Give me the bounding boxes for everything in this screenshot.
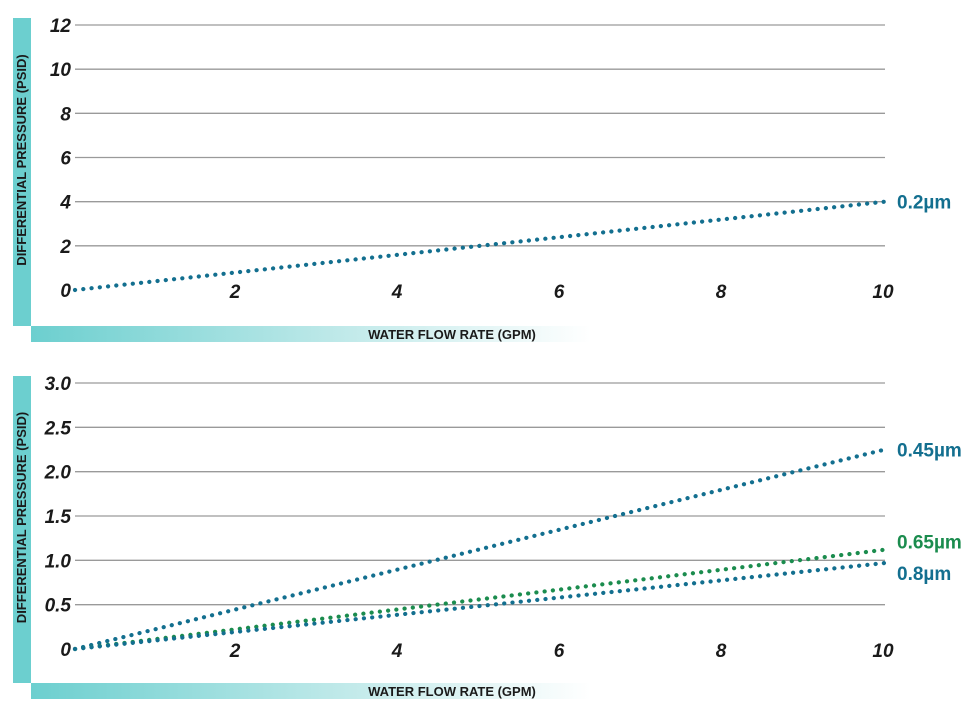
x-tick-label: 4 <box>391 282 403 303</box>
series-label: 0.8µm <box>897 564 951 585</box>
x-tick-label: 2 <box>229 282 241 303</box>
y-tick-label: 6 <box>60 149 71 170</box>
series-label: 0.2µm <box>897 193 951 214</box>
chart-panel-2: 0 0.5 1.0 1.5 2.0 2.5 3.0 2 4 6 8 10 DIFFERENTIAL PR… <box>13 374 962 699</box>
y-tick-label: 12 <box>50 16 72 37</box>
y-tick-label: 1.5 <box>45 507 72 528</box>
x-tick-label: 10 <box>872 641 894 662</box>
y-tick-label: 1.0 <box>45 551 72 572</box>
chart-panel-1: 0 2 4 6 8 10 12 2 4 6 8 10 DIFFERENTIAL PRESSURE (PS… <box>13 16 951 342</box>
y-tick-label: 10 <box>50 60 72 81</box>
y-tick-label: 2.5 <box>44 418 72 439</box>
x-tick-label: 10 <box>872 282 894 303</box>
x-tick-label: 8 <box>716 282 727 303</box>
x-tick-label: 2 <box>229 641 241 662</box>
x-axis-band <box>31 683 591 699</box>
y-tick-label: 2 <box>59 237 71 258</box>
y-tick-label: 0 <box>60 281 71 302</box>
series-line <box>72 447 888 652</box>
y-tick-label: 4 <box>59 193 71 214</box>
y-tick-label: 2.0 <box>44 463 72 484</box>
x-axis-label: WATER FLOW RATE (GPM) <box>368 684 536 699</box>
x-axis-band <box>31 326 591 342</box>
y-axis-label: DIFFERENTIAL PRESSURE (PSID) <box>14 412 29 623</box>
x-tick-label: 8 <box>716 641 727 662</box>
y-tick-label: 8 <box>60 104 71 125</box>
series-line <box>72 547 888 652</box>
y-axis-band <box>13 18 31 326</box>
series-label: 0.45µm <box>897 441 962 462</box>
x-tick-label: 6 <box>554 641 565 662</box>
y-tick-label: 0 <box>60 640 71 661</box>
series-line <box>72 199 888 293</box>
x-tick-label: 4 <box>391 641 403 662</box>
y-axis-label: DIFFERENTIAL PRESSURE (PSID) <box>14 54 29 265</box>
y-tick-label: 3.0 <box>45 374 72 395</box>
y-axis-band <box>13 376 31 683</box>
x-tick-label: 6 <box>554 282 565 303</box>
x-axis-label: WATER FLOW RATE (GPM) <box>368 327 536 342</box>
y-tick-label: 0.5 <box>45 596 72 617</box>
series-line <box>72 560 888 652</box>
series-label: 0.65µm <box>897 533 962 554</box>
